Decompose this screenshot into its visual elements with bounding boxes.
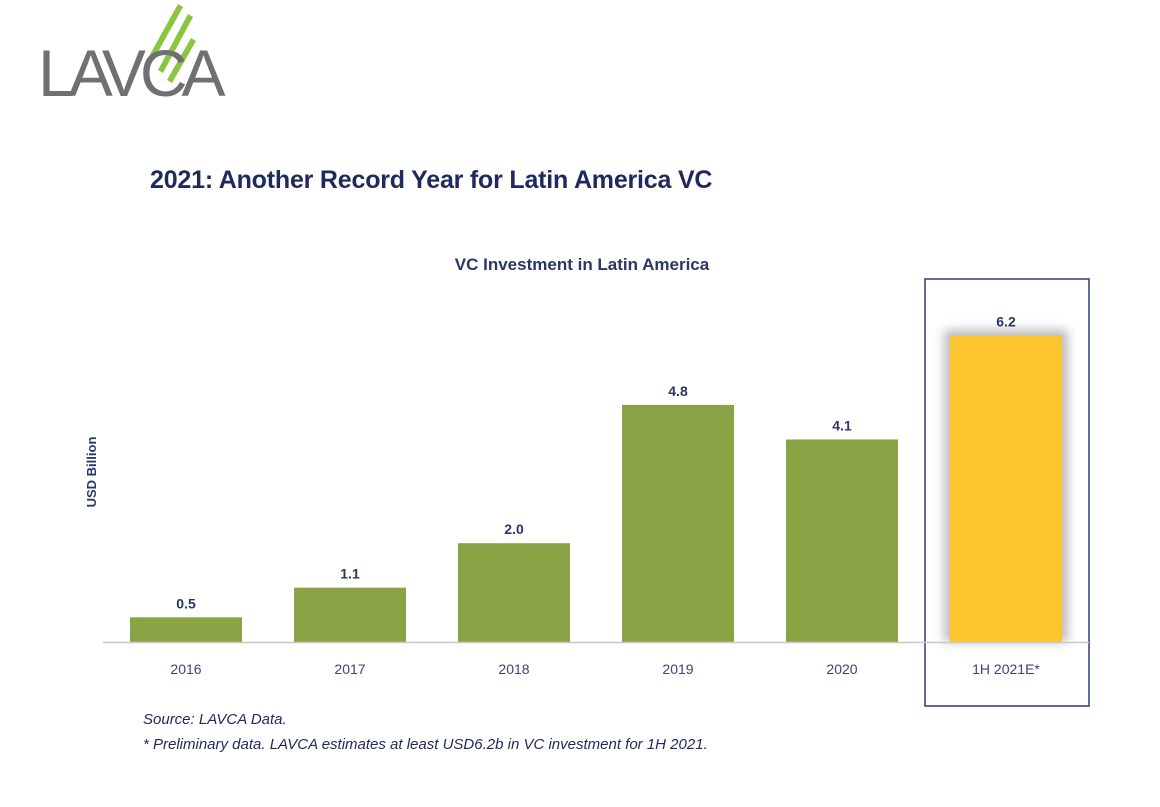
bar-2016: [130, 617, 242, 642]
data-label: 4.1: [832, 417, 852, 433]
x-tick-label: 2017: [334, 661, 365, 677]
preliminary-note: * Preliminary data. LAVCA estimates at l…: [143, 736, 708, 753]
y-axis-label: USD Billion: [84, 437, 99, 508]
data-label: 1.1: [340, 566, 360, 582]
logo-text: LAVCA: [38, 36, 226, 110]
data-label: 4.8: [668, 383, 688, 399]
source-note: Source: LAVCA Data.: [143, 711, 287, 728]
data-label: 0.5: [176, 595, 196, 611]
lavca-logo: LAVCA: [38, 4, 232, 110]
chart-title: VC Investment in Latin America: [455, 255, 710, 274]
data-label: 2.0: [504, 521, 524, 537]
bar-2020: [786, 439, 898, 642]
bar-2019: [622, 404, 734, 642]
bar-2017: [294, 587, 406, 642]
bar-1h-2021e: [950, 335, 1062, 642]
x-tick-label: 2016: [170, 661, 201, 677]
logo-green-stripes-icon: [148, 4, 196, 83]
x-tick-label: 2018: [498, 661, 529, 677]
data-label: 6.2: [996, 314, 1016, 330]
page-title: 2021: Another Record Year for Latin Amer…: [150, 166, 713, 194]
highlight-box: [924, 278, 1090, 707]
x-tick-label: 2019: [662, 661, 693, 677]
x-tick-label: 1H 2021E*: [972, 661, 1040, 677]
bar-2018: [458, 543, 570, 642]
x-tick-label: 2020: [826, 661, 857, 677]
